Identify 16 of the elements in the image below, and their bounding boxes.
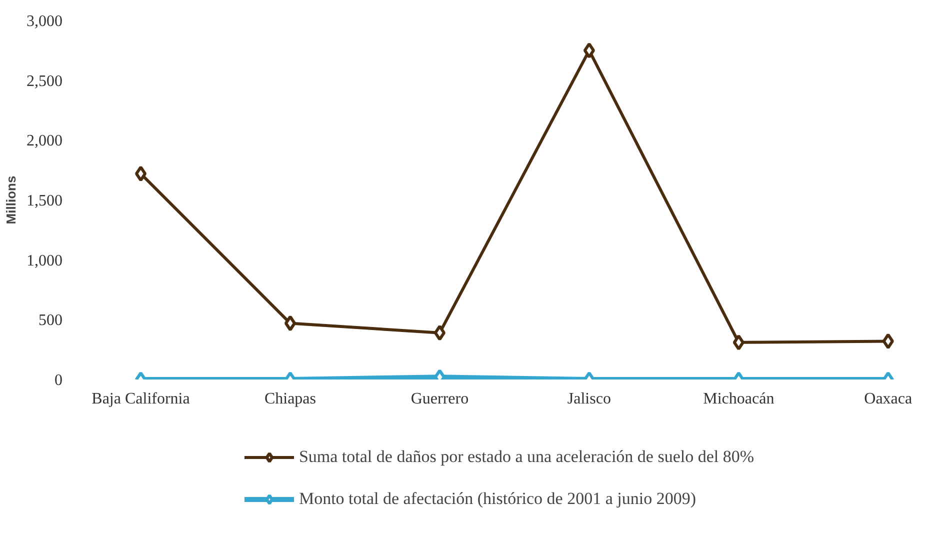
y-tick-label: 2,500 (26, 72, 62, 90)
x-tick-label: Michoacán (703, 390, 774, 408)
y-tick-label: 2,000 (26, 132, 62, 150)
y-tick-label: 3,000 (26, 13, 62, 30)
x-tick-label: Chiapas (264, 390, 316, 408)
legend-label: Monto total de afectación (histórico de 2001 a junio 2009) (298, 488, 696, 508)
x-tick-label: Guerrero (410, 390, 469, 408)
x-tick-label: Jalisco (567, 390, 611, 408)
y-tick-label: 1,000 (26, 252, 62, 270)
y-tick-label: 1,500 (26, 192, 62, 210)
y-axis-title: Millions (4, 176, 18, 224)
y-tick-label: 500 (38, 312, 62, 330)
y-tick-label: 0 (54, 372, 62, 389)
x-tick-label: Oaxaca (864, 390, 912, 408)
x-tick-label: Baja California (92, 390, 190, 408)
legend-label: Suma total de daños por estado a una aceleración de suelo del 80% (298, 446, 754, 466)
